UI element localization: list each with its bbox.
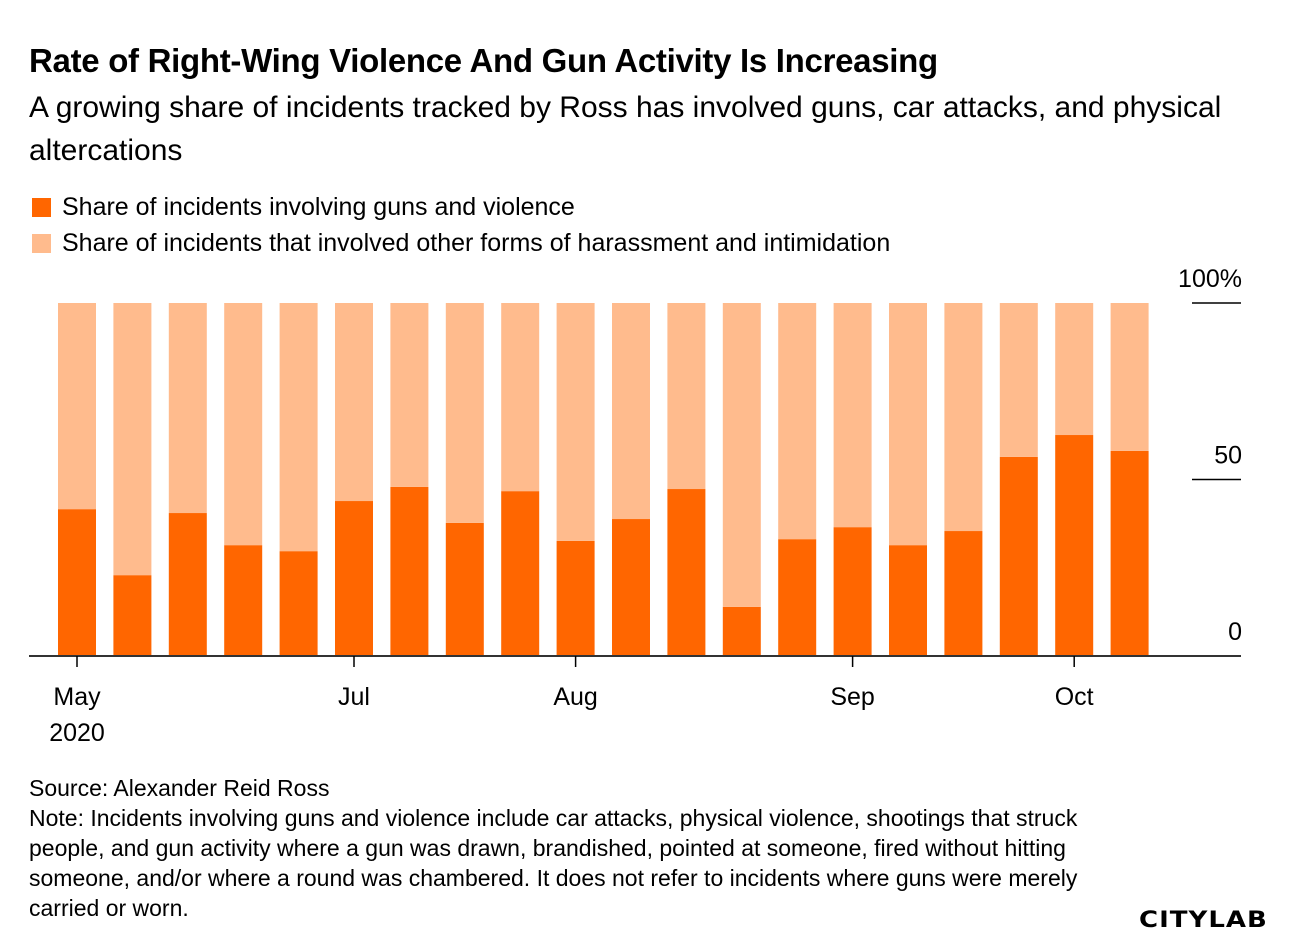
bar-guns-violence [224, 545, 263, 656]
footer-notes: Source: Alexander Reid Ross Note: Incide… [29, 773, 1109, 923]
legend-swatch-guns [32, 198, 51, 217]
bar-harassment [1055, 303, 1094, 436]
bar-harassment [501, 303, 540, 492]
bar-guns-violence [667, 489, 706, 656]
legend-item-harassment: Share of incidents that involved other f… [32, 229, 890, 258]
bar-harassment [944, 303, 983, 532]
bar-harassment [390, 303, 429, 487]
bar-guns-violence [1055, 435, 1094, 656]
bar-guns-violence [113, 575, 152, 656]
chart-subtitle: A growing share of incidents tracked by … [29, 91, 1222, 167]
bar-harassment [1110, 303, 1149, 451]
bar-harassment [667, 303, 706, 490]
bar-harassment [168, 303, 207, 514]
bar-harassment [778, 303, 817, 540]
legend-item-guns: Share of incidents involving guns and vi… [32, 193, 575, 222]
bar-harassment [889, 303, 927, 546]
bar-guns-violence [999, 456, 1038, 656]
citylab-logo: CITYLAB [1139, 907, 1268, 933]
legend-label-guns: Share of incidents involving guns and vi… [62, 193, 575, 221]
bar-harassment [335, 303, 373, 502]
bar-guns-violence [778, 539, 817, 656]
chart-title: Rate of Right-Wing Violence And Gun Acti… [29, 42, 938, 79]
bar-harassment [224, 303, 263, 546]
y-tick-label: 50 [1214, 442, 1242, 470]
x-tick-label: Sep [830, 683, 874, 711]
legend-label-harassment: Share of incidents that involved other f… [62, 229, 891, 257]
bar-guns-violence [944, 531, 983, 656]
bar-harassment [999, 303, 1038, 457]
bar-guns-violence [279, 551, 318, 656]
bar-guns-violence [612, 519, 650, 656]
bar-harassment [445, 303, 484, 523]
legend-swatch-harassment [32, 234, 51, 253]
x-tick-label: Jul [338, 683, 370, 711]
bar-guns-violence [501, 491, 540, 656]
bar-guns-violence [58, 509, 96, 656]
x-tick-label: Oct [1055, 683, 1094, 711]
bar-guns-violence [390, 486, 429, 656]
bar-guns-violence [556, 540, 595, 656]
bar-harassment [722, 303, 761, 607]
bar-harassment [556, 303, 595, 541]
bar-harassment [833, 303, 872, 528]
bar-guns-violence [722, 606, 761, 656]
bar-harassment [58, 303, 96, 510]
y-tick-label: 0 [1228, 618, 1242, 646]
x-tick-sublabel: 2020 [49, 719, 105, 747]
source-text: Source: Alexander Reid Ross [29, 775, 330, 801]
bar-harassment [113, 303, 152, 576]
y-tick-label: 100% [1178, 265, 1242, 293]
note-text: Note: Incidents involving guns and viole… [29, 805, 1078, 921]
bar-harassment [612, 303, 650, 520]
bar-guns-violence [168, 513, 207, 656]
bar-guns-violence [1110, 450, 1149, 656]
bar-guns-violence [889, 545, 927, 656]
x-tick-label: Aug [553, 683, 597, 711]
bar-guns-violence [335, 501, 373, 656]
bar-guns-violence [445, 522, 484, 656]
bar-harassment [279, 303, 318, 552]
bar-guns-violence [833, 527, 872, 656]
x-tick-label: May [53, 683, 101, 711]
